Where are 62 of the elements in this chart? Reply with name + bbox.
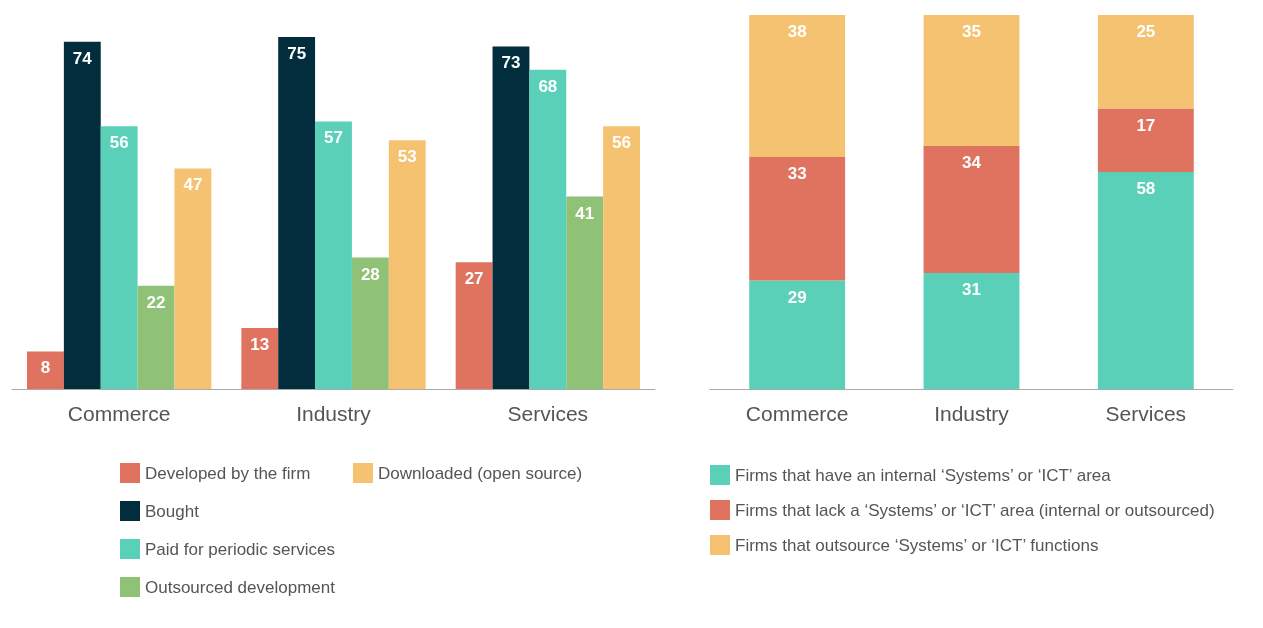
- data-label: 73: [501, 53, 521, 73]
- bar: [174, 168, 212, 389]
- bar: [566, 196, 604, 389]
- bar: [749, 280, 846, 389]
- bar: [923, 273, 1020, 389]
- x-tick-label: Services: [1105, 402, 1187, 425]
- data-label: 34: [962, 152, 982, 172]
- bar: [351, 257, 389, 389]
- bar: [100, 126, 138, 389]
- data-label: 17: [1136, 115, 1156, 135]
- data-label: 27: [464, 269, 484, 289]
- data-label: 53: [397, 147, 417, 167]
- legend-label: Bought: [145, 501, 200, 521]
- legend-label: Firms that outsource ‘Systems’ or ‘ICT’ functions: [735, 535, 1099, 555]
- bar: [529, 69, 567, 389]
- data-label: 8: [40, 358, 51, 378]
- data-label: 68: [538, 76, 558, 96]
- bar: [455, 262, 493, 389]
- legend-label: Firms that have an internal ‘Systems’ or ‘ICT’ area: [735, 465, 1112, 485]
- data-label: 58: [1136, 179, 1156, 199]
- bar: [137, 285, 175, 389]
- bar: [923, 15, 1020, 146]
- data-label: 41: [575, 203, 595, 223]
- x-tick-label: Services: [507, 402, 589, 425]
- data-label: 47: [183, 175, 203, 195]
- bar: [278, 37, 316, 389]
- bar: [923, 145, 1020, 274]
- bar: [1097, 108, 1194, 173]
- data-label: 31: [962, 280, 981, 300]
- data-label: 33: [787, 164, 807, 184]
- data-label: 13: [250, 334, 270, 354]
- legend-label: Outsourced development: [145, 577, 336, 597]
- bar: [388, 140, 426, 389]
- x-tick-label: Commerce: [745, 402, 849, 425]
- data-label: 75: [287, 44, 307, 63]
- legend-label: Downloaded (open source): [377, 463, 583, 483]
- x-tick-label: Commerce: [67, 402, 171, 425]
- data-label: 74: [72, 48, 93, 68]
- bar: [603, 126, 640, 389]
- bar: [63, 41, 101, 389]
- x-tick-label: Industry: [934, 402, 1010, 425]
- bar: [1097, 172, 1194, 389]
- data-label: 56: [109, 133, 129, 153]
- bar: [492, 46, 530, 389]
- bar: [1097, 15, 1194, 109]
- data-label: 57: [324, 128, 343, 148]
- data-label: 29: [787, 287, 807, 307]
- legend-label: Firms that lack a ‘Systems’ or ‘ICT’ area (internal or outsourced): [735, 500, 1215, 520]
- data-label: 25: [1136, 22, 1156, 41]
- bar: [27, 351, 64, 389]
- legend-label: Paid for periodic services: [145, 539, 335, 559]
- bar: [241, 327, 279, 389]
- data-label: 56: [612, 133, 632, 153]
- x-tick-label: Industry: [296, 402, 372, 425]
- bar: [749, 157, 846, 281]
- data-label: 38: [787, 22, 807, 41]
- data-label: 28: [360, 264, 380, 284]
- data-label: 35: [962, 22, 981, 41]
- bar: [315, 121, 352, 389]
- legend-label: Developed by the firm: [145, 463, 311, 483]
- bar: [749, 15, 846, 158]
- data-label: 22: [146, 292, 166, 312]
